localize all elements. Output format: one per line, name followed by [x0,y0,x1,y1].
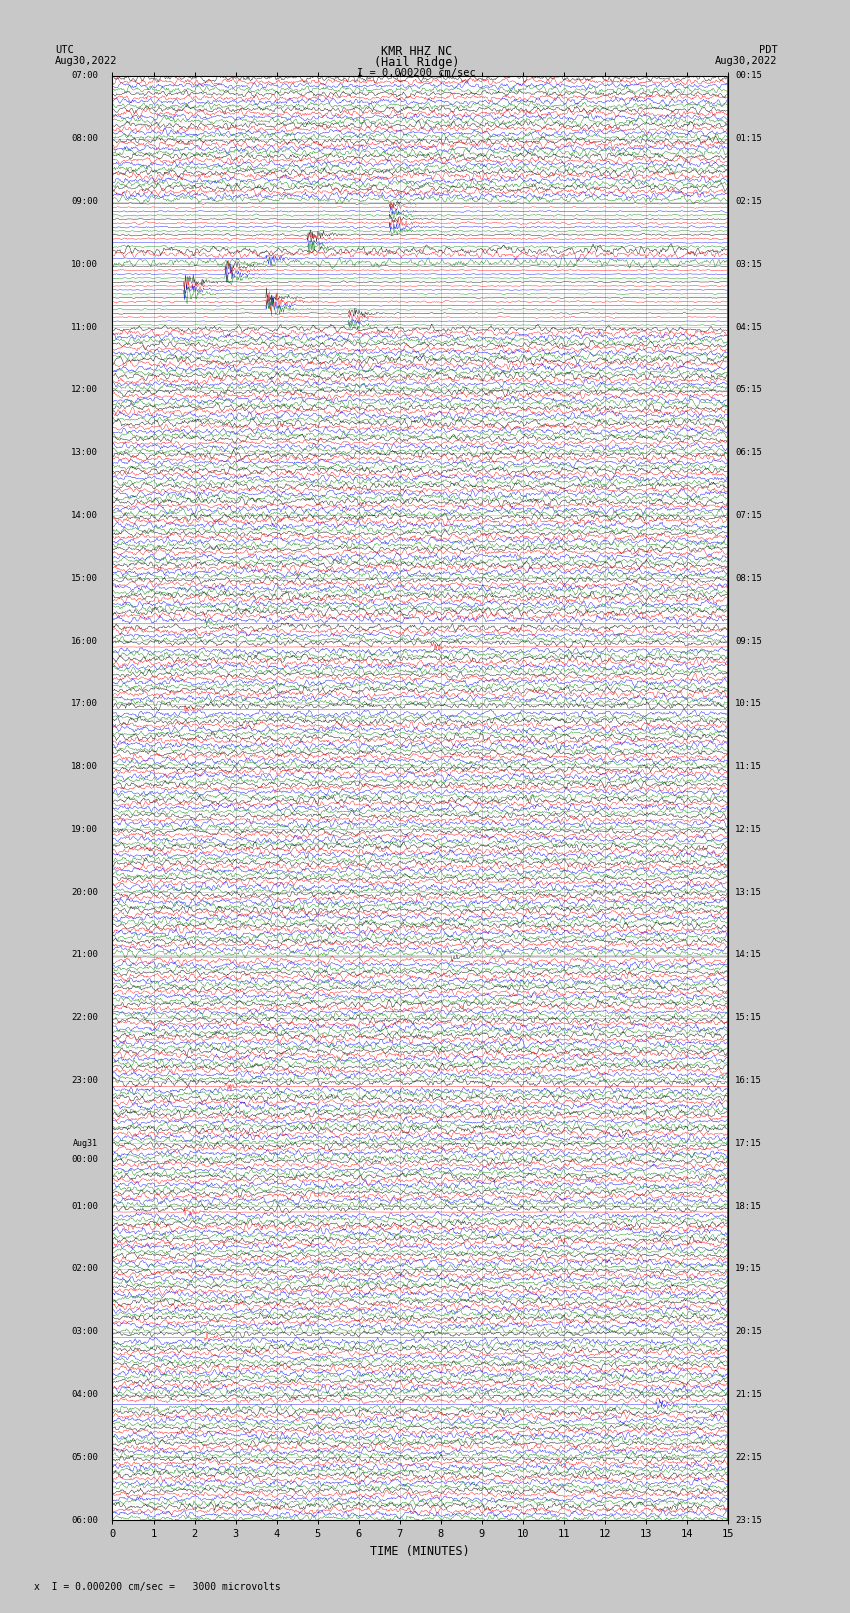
Text: 09:00: 09:00 [71,197,98,206]
Text: x  I = 0.000200 cm/sec =   3000 microvolts: x I = 0.000200 cm/sec = 3000 microvolts [34,1582,280,1592]
Text: Aug30,2022: Aug30,2022 [55,56,118,66]
Text: 19:00: 19:00 [71,824,98,834]
Text: 14:15: 14:15 [735,950,762,960]
Text: 15:00: 15:00 [71,574,98,582]
Text: 17:00: 17:00 [71,700,98,708]
Text: 19:15: 19:15 [735,1265,762,1273]
Text: 12:00: 12:00 [71,386,98,395]
Text: UTC: UTC [55,45,74,55]
Text: 22:00: 22:00 [71,1013,98,1023]
Text: 02:15: 02:15 [735,197,762,206]
Text: 18:00: 18:00 [71,761,98,771]
Text: 08:00: 08:00 [71,134,98,144]
Text: 21:15: 21:15 [735,1390,762,1398]
Text: 23:15: 23:15 [735,1516,762,1524]
Text: 13:15: 13:15 [735,887,762,897]
Text: 02:00: 02:00 [71,1265,98,1273]
Text: 05:15: 05:15 [735,386,762,395]
Text: 10:15: 10:15 [735,700,762,708]
Text: 16:15: 16:15 [735,1076,762,1086]
Text: 00:15: 00:15 [735,71,762,81]
X-axis label: TIME (MINUTES): TIME (MINUTES) [371,1545,470,1558]
Text: 13:00: 13:00 [71,448,98,456]
Text: 17:15: 17:15 [735,1139,762,1148]
Text: 20:00: 20:00 [71,887,98,897]
Text: 22:15: 22:15 [735,1453,762,1461]
Text: 14:00: 14:00 [71,511,98,519]
Text: 20:15: 20:15 [735,1327,762,1336]
Text: Aug30,2022: Aug30,2022 [715,56,778,66]
Text: 01:00: 01:00 [71,1202,98,1211]
Text: 15:15: 15:15 [735,1013,762,1023]
Text: Aug31: Aug31 [73,1139,98,1148]
Text: 08:15: 08:15 [735,574,762,582]
Text: 07:00: 07:00 [71,71,98,81]
Text: KMR HHZ NC: KMR HHZ NC [381,45,452,58]
Text: 04:15: 04:15 [735,323,762,332]
Text: 11:00: 11:00 [71,323,98,332]
Text: PDT: PDT [759,45,778,55]
Text: I = 0.000200 cm/sec: I = 0.000200 cm/sec [357,68,476,77]
Text: 21:00: 21:00 [71,950,98,960]
Text: (Hail Ridge): (Hail Ridge) [374,56,459,69]
Text: 04:00: 04:00 [71,1390,98,1398]
Text: 18:15: 18:15 [735,1202,762,1211]
Text: 03:00: 03:00 [71,1327,98,1336]
Text: 09:15: 09:15 [735,637,762,645]
Text: 23:00: 23:00 [71,1076,98,1086]
Text: 11:15: 11:15 [735,761,762,771]
Text: 03:15: 03:15 [735,260,762,269]
Text: 06:00: 06:00 [71,1516,98,1524]
Text: 00:00: 00:00 [71,1155,98,1163]
Text: 16:00: 16:00 [71,637,98,645]
Text: 06:15: 06:15 [735,448,762,456]
Text: 12:15: 12:15 [735,824,762,834]
Text: 05:00: 05:00 [71,1453,98,1461]
Text: 07:15: 07:15 [735,511,762,519]
Text: 01:15: 01:15 [735,134,762,144]
Text: 10:00: 10:00 [71,260,98,269]
